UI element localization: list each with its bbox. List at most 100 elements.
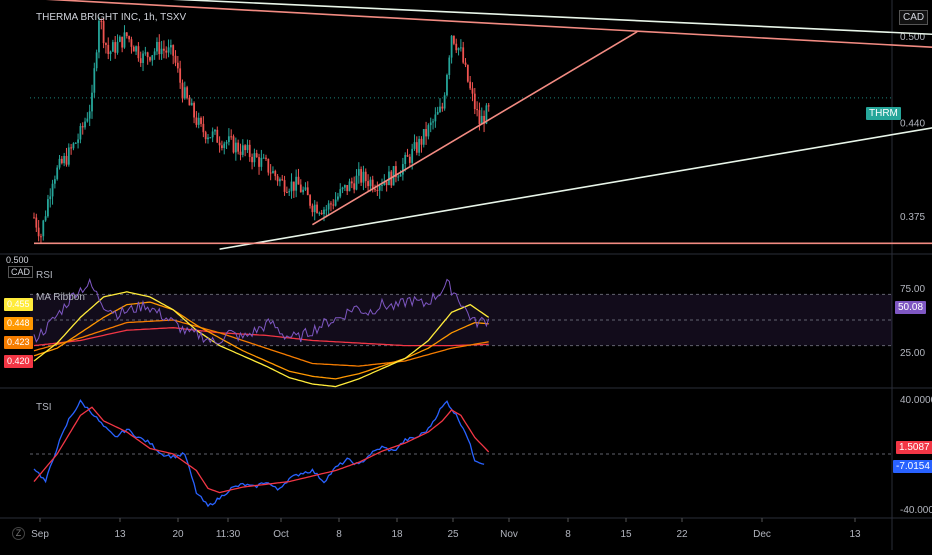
candle-body xyxy=(357,169,360,176)
candle-body xyxy=(299,184,302,193)
time-tick-label: 15 xyxy=(620,529,632,540)
candle-body xyxy=(422,129,425,145)
candle-body xyxy=(436,111,439,115)
trend-line xyxy=(311,30,638,226)
candle-body xyxy=(276,176,279,182)
candle-body xyxy=(53,179,56,184)
candle-body xyxy=(84,121,86,128)
candle-body xyxy=(297,176,300,185)
ribbon-line xyxy=(33,319,489,367)
candle-body xyxy=(418,138,421,153)
trend-line xyxy=(45,0,932,48)
timezone-icon[interactable]: Z xyxy=(12,527,25,540)
candle-body xyxy=(381,184,383,186)
candle-body xyxy=(132,46,135,52)
tsi-signal-badge: 1.5087 xyxy=(896,441,932,454)
candle-body xyxy=(172,45,175,56)
candle-body xyxy=(139,58,142,64)
candle-body xyxy=(88,111,91,119)
candle-body xyxy=(406,154,409,157)
candle-body xyxy=(330,203,332,205)
candle-body xyxy=(248,144,251,157)
candle-body xyxy=(214,129,216,132)
candle-body xyxy=(401,164,404,175)
candle-body xyxy=(102,21,105,44)
candle-body xyxy=(285,191,288,193)
candle-body xyxy=(218,142,221,146)
candle-body xyxy=(58,158,61,168)
candle-body xyxy=(67,147,70,165)
candle-body xyxy=(313,204,316,213)
candle-body xyxy=(395,166,397,178)
ribbon-badge-4: 0.420 xyxy=(4,355,33,368)
candle-body xyxy=(163,48,165,51)
candle-body xyxy=(204,132,207,140)
candle-body xyxy=(216,129,219,143)
candle-body xyxy=(190,102,193,106)
candle-body xyxy=(72,143,75,149)
candle-body xyxy=(383,181,386,185)
candle-body xyxy=(272,171,274,174)
candle-body xyxy=(93,68,96,93)
candle-body xyxy=(327,203,330,210)
candle-body xyxy=(260,157,263,167)
candle-body xyxy=(413,142,416,149)
left-scale-unit: CAD xyxy=(8,266,34,278)
ribbon-badge-1: 0.455 xyxy=(4,298,33,311)
left-scale-top: 0.500 xyxy=(6,255,29,265)
candle-body xyxy=(200,117,202,124)
candle-body xyxy=(49,196,52,200)
candle-body xyxy=(323,209,325,215)
candle-body xyxy=(441,106,444,109)
candle-body xyxy=(427,125,430,137)
candle-body xyxy=(376,189,379,191)
candle-body xyxy=(337,196,339,200)
tsi-legend[interactable]: TSI xyxy=(36,402,52,413)
symbol-price-badge: THRM xyxy=(866,107,901,120)
candle-body xyxy=(411,148,414,163)
rsi-legend[interactable]: RSI xyxy=(36,270,53,281)
candle-body xyxy=(415,142,418,153)
ribbon-legend[interactable]: MA Ribbon xyxy=(36,292,85,303)
candle-body xyxy=(207,137,209,140)
candle-body xyxy=(81,126,84,128)
price-tick-label: 0.500 xyxy=(900,32,925,43)
candle-body xyxy=(253,153,256,163)
candle-body xyxy=(457,48,460,51)
time-tick-label: 13 xyxy=(114,529,126,540)
candle-body xyxy=(311,205,314,213)
currency-button[interactable]: CAD xyxy=(899,10,929,25)
candle-body xyxy=(223,143,226,149)
trend-line xyxy=(172,0,932,36)
candle-body xyxy=(151,55,154,61)
candle-body xyxy=(453,35,455,44)
candle-body xyxy=(116,41,119,53)
candle-body xyxy=(432,121,434,123)
candle-body xyxy=(309,195,311,206)
time-tick-label: 18 xyxy=(391,529,403,540)
candle-body xyxy=(455,43,458,51)
candle-body xyxy=(183,87,186,99)
candle-body xyxy=(47,199,49,217)
candle-body xyxy=(137,46,140,59)
candle-body xyxy=(408,156,411,163)
candle-body xyxy=(367,181,369,187)
candle-body xyxy=(483,115,485,124)
candle-body xyxy=(355,175,358,190)
candle-body xyxy=(446,75,448,96)
candle-body xyxy=(369,179,372,187)
candle-body xyxy=(434,114,437,122)
candle-body xyxy=(123,32,126,48)
rsi-value-badge: 50.08 xyxy=(895,301,927,314)
candle-body xyxy=(79,126,82,140)
candle-body xyxy=(98,20,100,53)
candle-body xyxy=(135,46,137,52)
candle-body xyxy=(51,183,54,197)
candle-body xyxy=(156,41,158,52)
candle-body xyxy=(230,136,233,138)
candle-body xyxy=(70,147,73,149)
candle-body xyxy=(33,217,35,219)
candle-body xyxy=(399,174,402,177)
candle-body xyxy=(202,123,205,133)
